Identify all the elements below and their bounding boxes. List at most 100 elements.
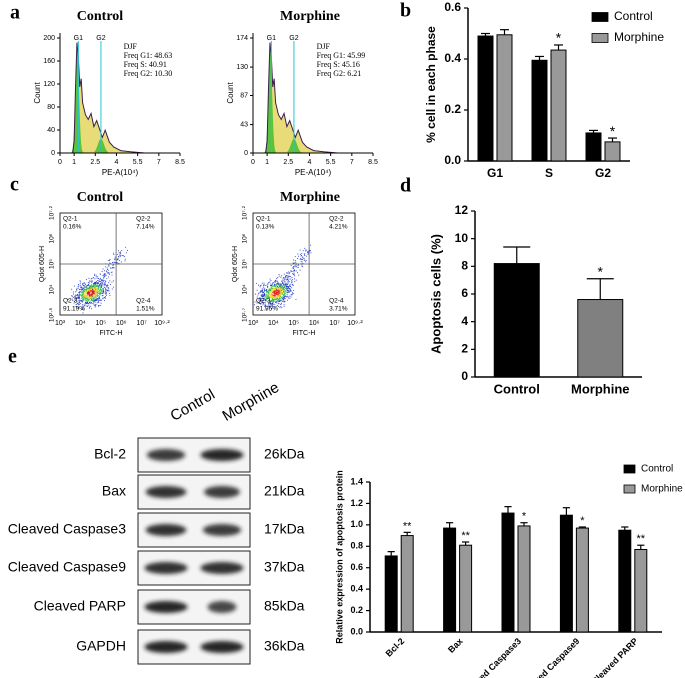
- event-dot: [265, 290, 267, 291]
- event-dot: [290, 286, 291, 287]
- event-dot: [291, 293, 293, 295]
- event-dot: [268, 303, 269, 305]
- significance: *: [580, 515, 585, 527]
- x-axis-label: PE-A(10⁴): [102, 168, 139, 177]
- event-dot: [109, 262, 111, 264]
- event-dot: [81, 295, 83, 297]
- plot-title: Control: [77, 190, 124, 205]
- event-dot: [126, 252, 127, 254]
- blot-band: [146, 449, 186, 461]
- event-dot: [290, 294, 292, 296]
- bar: [531, 59, 548, 162]
- event-dot: [75, 294, 77, 296]
- event-dot: [84, 299, 86, 300]
- event-dot: [260, 302, 262, 304]
- protein-label: Cleaved PARP: [34, 598, 126, 614]
- bar: [400, 535, 414, 633]
- event-dot: [111, 281, 113, 283]
- event-dot: [94, 283, 96, 284]
- event-dot: [286, 292, 288, 294]
- event-dot: [279, 300, 281, 302]
- size-label: 85kDa: [264, 598, 305, 614]
- event-dot: [92, 286, 93, 288]
- event-dot: [87, 291, 89, 293]
- event-dot: [87, 297, 89, 298]
- event-dot: [108, 265, 110, 267]
- event-dot: [119, 255, 121, 257]
- blot-band: [207, 601, 237, 613]
- event-dot: [281, 302, 282, 304]
- protein-label: Cleaved Caspase3: [8, 521, 127, 537]
- bar: [477, 35, 494, 162]
- event-dot: [273, 290, 275, 291]
- y-tick-label: 0.0: [350, 626, 363, 636]
- y-tick-label: 10⁵: [49, 259, 56, 269]
- event-dot: [102, 279, 104, 281]
- event-dot: [120, 254, 122, 256]
- quadrant-name: Q2-3: [256, 298, 271, 305]
- event-dot: [95, 288, 96, 290]
- event-dot: [85, 296, 87, 298]
- event-dot: [81, 294, 83, 296]
- event-dot: [92, 289, 94, 291]
- event-dot: [272, 289, 274, 291]
- event-dot: [95, 286, 97, 287]
- event-dot: [96, 277, 98, 279]
- y-tick-label: 10⁵: [242, 259, 249, 269]
- event-dot: [89, 296, 91, 298]
- event-dot: [85, 298, 86, 299]
- event-dot: [282, 282, 283, 284]
- event-dot: [290, 296, 292, 298]
- event-dot: [291, 280, 293, 282]
- event-dot: [87, 297, 88, 298]
- event-dot: [280, 295, 281, 297]
- histogram-g2: [93, 138, 111, 153]
- event-dot: [268, 306, 270, 308]
- event-dot: [85, 293, 87, 294]
- event-dot: [83, 296, 85, 298]
- event-dot: [121, 255, 123, 256]
- event-dot: [98, 288, 99, 289]
- event-dot: [305, 250, 307, 252]
- event-dot: [85, 288, 87, 290]
- event-dot: [266, 295, 268, 297]
- event-dot: [288, 278, 290, 280]
- event-dot: [276, 292, 278, 294]
- event-dot: [283, 281, 285, 283]
- event-dot: [94, 273, 96, 275]
- event-dot: [83, 300, 85, 301]
- event-dot: [89, 293, 90, 295]
- event-dot: [264, 299, 266, 301]
- event-dot: [263, 284, 265, 286]
- event-dot: [266, 283, 268, 285]
- event-dot: [267, 287, 269, 289]
- event-dot: [100, 273, 101, 275]
- event-dot: [300, 258, 302, 260]
- event-dot: [100, 299, 101, 301]
- event-dot: [96, 298, 98, 300]
- event-dot: [258, 298, 260, 300]
- event-dot: [99, 292, 101, 294]
- event-dot: [83, 289, 85, 291]
- x-tick-label: 5.5: [326, 159, 336, 166]
- event-dot: [93, 297, 95, 299]
- event-dot: [280, 291, 282, 293]
- event-dot: [271, 292, 273, 294]
- event-dot: [260, 298, 262, 300]
- event-dot: [97, 284, 99, 286]
- event-dot: [268, 295, 270, 297]
- event-dot: [278, 290, 280, 292]
- event-dot: [269, 304, 271, 306]
- bar: [517, 525, 531, 633]
- event-dot: [270, 300, 272, 302]
- event-dot: [272, 296, 274, 298]
- event-dot: [87, 305, 89, 307]
- event-dot: [97, 293, 98, 295]
- event-dot: [87, 283, 89, 285]
- event-dot: [288, 290, 290, 292]
- y-axis-label: Qdot 605-H: [232, 246, 239, 282]
- event-dot: [92, 285, 94, 286]
- event-dot: [107, 284, 109, 286]
- event-dot: [95, 282, 96, 283]
- event-dot: [281, 289, 283, 291]
